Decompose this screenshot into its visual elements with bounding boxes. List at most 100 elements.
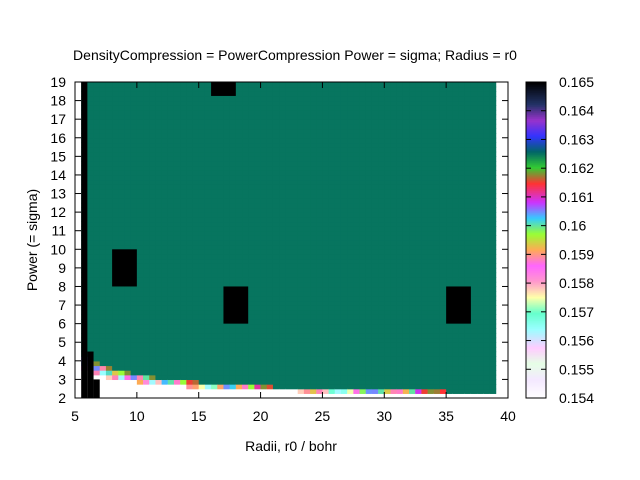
heatmap-cell [112, 360, 119, 367]
heatmap-cell [340, 305, 348, 311]
heatmap-cell [439, 170, 447, 176]
heatmap-cell [439, 384, 447, 390]
heatmap-cell [378, 319, 385, 325]
heatmap-cell [489, 91, 497, 97]
heatmap-cell [260, 328, 268, 334]
heatmap-cell [371, 393, 379, 399]
heatmap-cell [99, 305, 107, 311]
heatmap-cell [340, 119, 348, 125]
heatmap-cell [130, 360, 138, 367]
colorbar-segment [526, 146, 546, 149]
heatmap-cell [470, 86, 478, 92]
heatmap-cell [143, 253, 150, 260]
heatmap-cell [446, 184, 453, 190]
heatmap-cell [285, 258, 293, 264]
heatmap-cell [458, 202, 466, 209]
heatmap-cell [118, 388, 126, 394]
heatmap-cell [266, 109, 274, 116]
heatmap-cell [421, 100, 429, 106]
heatmap-cell [477, 114, 484, 120]
heatmap-cell [359, 202, 367, 209]
heatmap-cell [105, 328, 113, 334]
heatmap-cell [316, 156, 324, 162]
heatmap-cell [235, 216, 243, 223]
heatmap-cell [217, 342, 225, 348]
heatmap-cell [130, 161, 138, 167]
heatmap-cell [347, 133, 354, 139]
heatmap-cell [347, 305, 354, 311]
heatmap-cell [223, 244, 231, 250]
heatmap-cell [359, 291, 367, 297]
heatmap-cell [266, 95, 274, 102]
heatmap-cell [266, 212, 274, 218]
heatmap-cell [322, 272, 330, 278]
heatmap-cell [415, 286, 422, 292]
heatmap-cell [254, 374, 262, 381]
heatmap-cell [87, 188, 95, 195]
heatmap-cell [371, 286, 379, 292]
heatmap-cell [347, 235, 354, 241]
heatmap-cell [446, 174, 453, 181]
heatmap-cell [204, 226, 212, 232]
heatmap-cell [204, 156, 212, 162]
heatmap-cell [192, 226, 200, 232]
heatmap-cell [173, 221, 181, 227]
heatmap-cell [334, 184, 342, 190]
heatmap-cell [112, 365, 119, 371]
heatmap-cell [266, 337, 274, 343]
heatmap-cell [464, 133, 472, 139]
heatmap-cell [316, 244, 324, 250]
heatmap-cell [118, 346, 126, 353]
heatmap-cell [279, 161, 286, 167]
heatmap-cell [285, 388, 293, 394]
heatmap-cell [371, 384, 379, 390]
heatmap-cell [396, 161, 404, 167]
heatmap-cell [279, 314, 286, 320]
heatmap-cell [464, 123, 472, 130]
heatmap-cell [353, 188, 361, 195]
heatmap-cell [118, 291, 126, 297]
heatmap-cell [204, 379, 212, 385]
heatmap-cell [155, 258, 163, 264]
heatmap-cell [365, 267, 373, 274]
heatmap-cell [439, 184, 447, 190]
heatmap-cell [291, 100, 299, 106]
heatmap-cell [217, 216, 225, 223]
heatmap-cell [433, 356, 441, 362]
colorbar-segment [526, 212, 546, 215]
heatmap-cell [371, 221, 379, 227]
heatmap-cell [149, 286, 157, 292]
colorbar-segment [526, 106, 546, 109]
heatmap-cell [161, 356, 169, 362]
heatmap-cell [371, 193, 379, 199]
heatmap-cell [87, 114, 95, 120]
heatmap-cell [452, 174, 460, 181]
heatmap-cell [136, 184, 144, 190]
heatmap-cell [483, 221, 491, 227]
heatmap-cell [211, 346, 218, 353]
heatmap-cell [186, 147, 194, 153]
heatmap-cell [433, 309, 441, 315]
heatmap-cell [260, 216, 268, 223]
heatmap-cell [446, 253, 453, 260]
heatmap-cell [285, 174, 293, 181]
heatmap-cell [415, 235, 422, 241]
heatmap-cell [439, 193, 447, 199]
heatmap-cell [433, 319, 441, 325]
heatmap-cell [347, 109, 354, 116]
heatmap-cell [384, 286, 392, 292]
heatmap-cell [303, 147, 311, 153]
heatmap-cell [99, 258, 107, 264]
heatmap-cell [310, 147, 317, 153]
heatmap-cell [390, 147, 398, 153]
heatmap-cell [427, 319, 435, 325]
heatmap-cell [433, 267, 441, 274]
heatmap-cell [353, 207, 361, 213]
heatmap-cell [310, 281, 317, 288]
heatmap-cell [347, 119, 354, 125]
heatmap-cell [167, 263, 175, 269]
heatmap-cell [421, 165, 429, 171]
colorbar-segment [526, 284, 546, 287]
heatmap-cell [136, 374, 144, 381]
heatmap-cell [446, 123, 453, 130]
